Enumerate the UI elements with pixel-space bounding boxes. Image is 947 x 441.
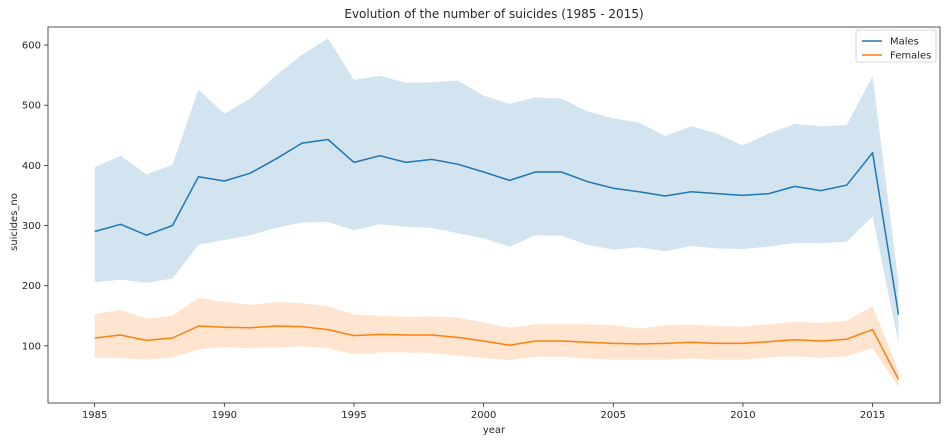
x-tick-label: 2000 — [471, 410, 496, 421]
y-tick-label: 300 — [22, 221, 41, 232]
y-tick-label: 500 — [22, 101, 41, 112]
x-tick-label: 1995 — [341, 410, 366, 421]
confidence-band-males — [94, 38, 899, 343]
y-tick-label: 100 — [22, 341, 41, 352]
x-tick-label: 1985 — [82, 410, 107, 421]
series-line-males — [94, 138, 900, 315]
y-axis-label: suicides_no — [9, 193, 20, 251]
legend-label-females: Females — [890, 51, 931, 62]
series-line-females — [94, 325, 900, 380]
legend-label-males: Males — [890, 37, 919, 48]
x-tick-label: 2015 — [860, 410, 885, 421]
axes-frame — [47, 26, 941, 404]
y-tick-label: 600 — [22, 41, 41, 52]
legend-box — [855, 29, 937, 63]
plot-area: 1985 1990 1995 2000 2005 2010 2015 100 200 300 400… — [22, 26, 941, 421]
x-axis-label: year — [483, 425, 506, 436]
x-tick-label: 2005 — [601, 410, 626, 421]
x-tick-label: 2010 — [730, 410, 755, 421]
x-tick-label: 1990 — [212, 410, 237, 421]
legend: Males Females — [855, 29, 937, 63]
chart-title: Evolution of the number of suicides (198… — [344, 7, 643, 21]
y-tick-label: 400 — [22, 161, 41, 172]
y-tick-label: 200 — [22, 281, 41, 292]
